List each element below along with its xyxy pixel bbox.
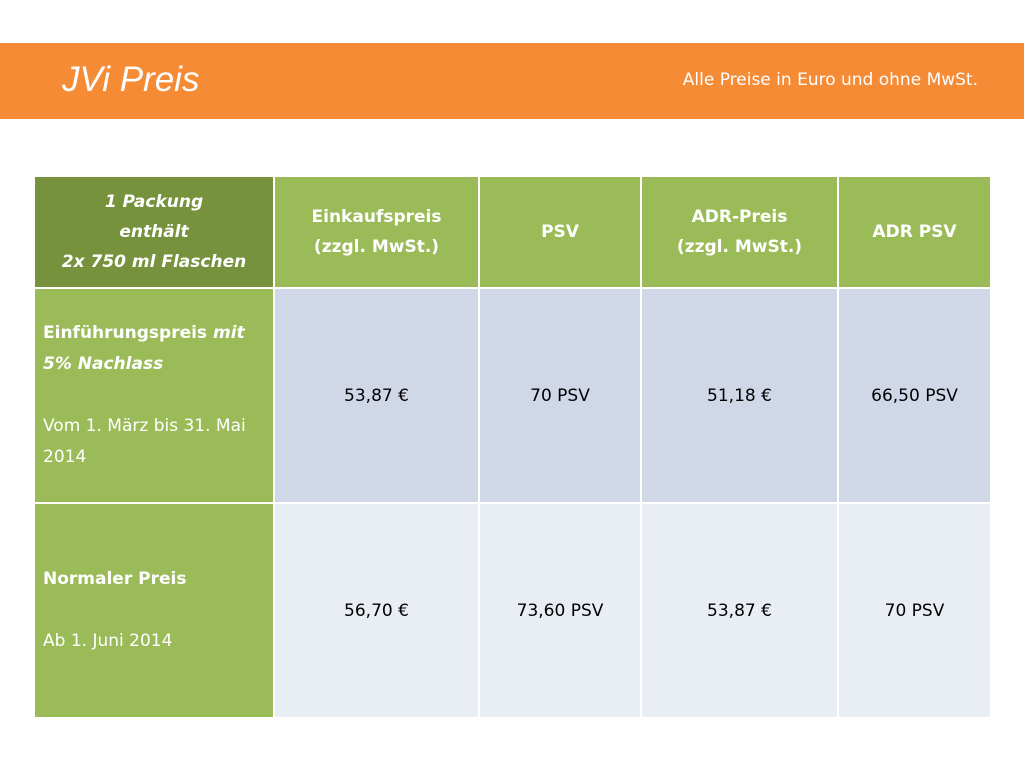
price-cell: 73,60 PSV	[478, 502, 642, 719]
price-cell: 70 PSV	[478, 287, 642, 504]
row-header-normaler-preis: Normaler Preis Ab 1. Juni 2014	[33, 502, 275, 719]
slide-title: JVi Preis	[62, 60, 200, 99]
column-header-sublabel: (zzgl. MwSt.)	[313, 237, 440, 257]
column-header-adr-psv: ADR PSV	[837, 175, 992, 289]
price-table: 1 Packung enthält 2x 750 ml Flaschen Ein…	[33, 175, 992, 719]
row-label-spacer	[43, 380, 265, 411]
column-header-label: ADR PSV	[872, 222, 957, 242]
price-cell: 70 PSV	[837, 502, 992, 719]
row-date-range: Vom 1. März bis 31. Mai 2014	[43, 416, 246, 467]
column-header-sublabel: (zzgl. MwSt.)	[676, 237, 803, 257]
price-cell: 56,70 €	[273, 502, 480, 719]
row-label: Normaler Preis	[43, 569, 187, 589]
column-header-label: Einkaufspreis	[311, 207, 442, 227]
row-header-einfuehrungspreis: Einführungspreis mit 5% Nachlass Vom 1. …	[33, 287, 275, 504]
table-header-row: 1 Packung enthält 2x 750 ml Flaschen Ein…	[33, 175, 992, 289]
price-cell: 53,87 €	[273, 287, 480, 504]
row-date-range: Ab 1. Juni 2014	[43, 631, 173, 651]
column-header-adr-preis: ADR-Preis (zzgl. MwSt.)	[640, 175, 839, 289]
price-cell: 66,50 PSV	[837, 287, 992, 504]
table-row: Einführungspreis mit 5% Nachlass Vom 1. …	[33, 287, 992, 504]
column-header-psv: PSV	[478, 175, 642, 289]
table-row: Normaler Preis Ab 1. Juni 2014 56,70 € 7…	[33, 502, 992, 719]
package-contents-header: 1 Packung enthält 2x 750 ml Flaschen	[33, 175, 275, 289]
column-header-label: ADR-Preis	[691, 207, 788, 227]
row-label-emphasis: mit 5% Nachlass	[43, 323, 245, 374]
column-header-einkaufspreis: Einkaufspreis (zzgl. MwSt.)	[273, 175, 480, 289]
price-note: Alle Preise in Euro und ohne MwSt.	[682, 70, 978, 90]
package-line-3: 2x 750 ml Flaschen	[61, 252, 247, 272]
title-band	[0, 43, 1024, 119]
price-cell: 51,18 €	[640, 287, 839, 504]
row-label: Einführungspreis	[43, 323, 208, 343]
price-cell: 53,87 €	[640, 502, 839, 719]
row-label-spacer	[43, 595, 265, 626]
package-line-2: enthält	[119, 222, 189, 242]
column-header-label: PSV	[541, 222, 579, 242]
package-line-1: 1 Packung	[104, 192, 204, 212]
